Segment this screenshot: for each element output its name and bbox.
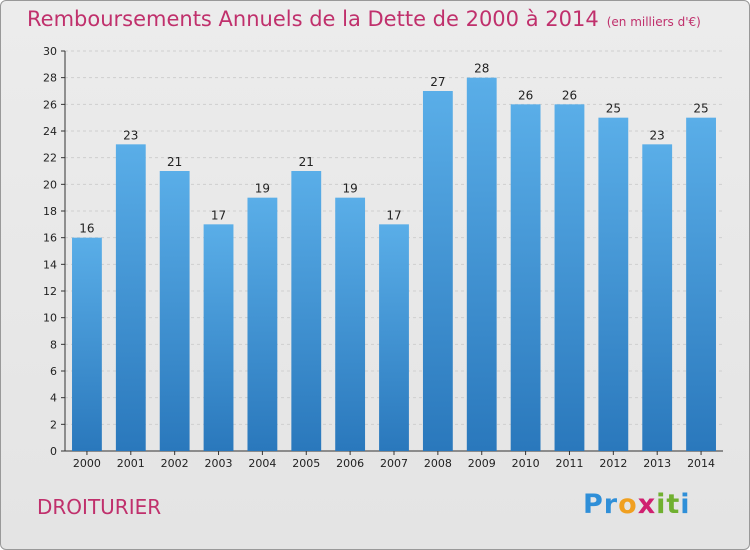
- bar: [247, 197, 278, 451]
- bar-value-label: 21: [167, 155, 182, 169]
- y-tick-label: 8: [50, 338, 57, 351]
- bar-value-label: 16: [79, 222, 94, 236]
- logo-letter: i: [680, 489, 691, 520]
- x-tick-label: 2001: [117, 457, 145, 470]
- y-tick-label: 14: [43, 258, 57, 271]
- y-tick-label: 10: [43, 312, 57, 325]
- x-tick-label: 2012: [599, 457, 627, 470]
- y-tick-label: 18: [43, 205, 57, 218]
- title-text: Remboursements Annuels de la Dette de 20…: [27, 7, 599, 31]
- bar: [72, 237, 102, 451]
- x-tick-label: 2000: [73, 457, 101, 470]
- bar-value-label: 17: [211, 208, 226, 222]
- x-tick-label: 2002: [161, 457, 189, 470]
- bar: [115, 144, 146, 452]
- y-tick-label: 20: [43, 178, 57, 191]
- bar-value-label: 19: [342, 182, 357, 196]
- x-tick-label: 2007: [380, 457, 408, 470]
- bar-value-label: 21: [299, 155, 314, 169]
- logo-letter: t: [666, 489, 681, 520]
- y-tick-label: 4: [50, 392, 57, 405]
- logo-letter: o: [618, 489, 638, 520]
- y-tick-label: 24: [43, 125, 57, 138]
- logo-letter: i: [656, 489, 667, 520]
- x-tick-label: 2008: [424, 457, 452, 470]
- bar-value-label: 25: [606, 102, 621, 116]
- x-tick-label: 2013: [643, 457, 671, 470]
- y-tick-label: 0: [50, 445, 57, 458]
- y-tick-label: 30: [43, 45, 57, 58]
- x-tick-label: 2011: [555, 457, 583, 470]
- y-tick-label: 28: [43, 72, 57, 85]
- y-tick-label: 2: [50, 418, 57, 431]
- x-tick-label: 2003: [205, 457, 233, 470]
- bar: [335, 197, 366, 451]
- logo-letter: P: [583, 489, 604, 520]
- bar: [203, 224, 234, 451]
- bar-value-label: 26: [562, 88, 577, 102]
- y-tick-label: 22: [43, 152, 57, 165]
- bar: [159, 171, 190, 451]
- x-tick-label: 2014: [687, 457, 715, 470]
- data-labels: 16 23 21 17 19 21 19 17 27 28 26 26 25 23 25: [79, 62, 708, 236]
- chart-subtitle: (en milliers d'€): [606, 15, 701, 29]
- y-tick-label: 16: [43, 232, 57, 245]
- x-tick-labels: 2000 2001 2002 2003 2004 2005 2006 2007 2008 2009…: [73, 457, 715, 470]
- x-tick-label: 2009: [468, 457, 496, 470]
- logo-letter: x: [637, 489, 657, 520]
- bar-value-label: 19: [255, 182, 270, 196]
- bar-value-label: 25: [693, 102, 708, 116]
- bar-value-label: 17: [386, 208, 401, 222]
- y-tick-label: 26: [43, 98, 57, 111]
- x-tick-label: 2010: [512, 457, 540, 470]
- chart-title: Remboursements Annuels de la Dette de 20…: [27, 7, 701, 31]
- bar-value-label: 28: [474, 62, 489, 76]
- y-tick-label: 12: [43, 285, 57, 298]
- proxiti-logo: Proxiti: [583, 489, 691, 520]
- x-tick-label: 2006: [336, 457, 364, 470]
- bar: [510, 104, 541, 451]
- logo-letter: r: [603, 489, 619, 520]
- bar-value-label: 23: [650, 128, 665, 142]
- bar-value-label: 23: [123, 128, 138, 142]
- bars: [72, 77, 716, 452]
- bar: [466, 77, 497, 452]
- bar: [642, 144, 673, 452]
- x-tick-label: 2005: [292, 457, 320, 470]
- place-name: DROITURIER: [37, 495, 162, 519]
- bar-value-label: 26: [518, 88, 533, 102]
- bar: [291, 171, 322, 451]
- bar: [422, 91, 453, 451]
- bar: [686, 117, 716, 452]
- bar-value-label: 27: [430, 75, 445, 89]
- bar: [554, 104, 585, 451]
- y-tick-label: 6: [50, 365, 57, 378]
- x-tick-label: 2004: [248, 457, 276, 470]
- bar: [598, 117, 629, 452]
- bar: [379, 224, 409, 451]
